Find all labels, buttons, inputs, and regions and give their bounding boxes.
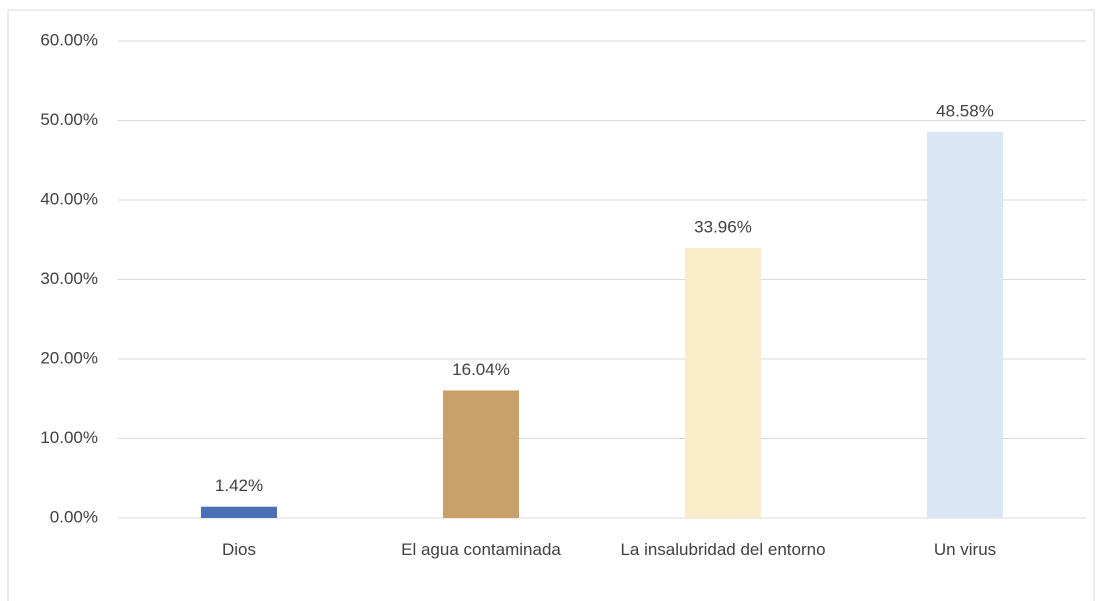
x-tick-label: El agua contaminada xyxy=(401,540,561,559)
y-tick-label: 0.00% xyxy=(50,507,98,526)
y-tick-label: 30.00% xyxy=(40,269,98,288)
y-tick-label: 50.00% xyxy=(40,110,98,129)
bar xyxy=(443,390,519,518)
data-label: 33.96% xyxy=(694,218,752,237)
y-tick-label: 20.00% xyxy=(40,348,98,367)
bar xyxy=(201,506,277,518)
chart-frame xyxy=(7,9,1095,601)
data-label: 16.04% xyxy=(452,360,510,379)
x-tick-label: Un virus xyxy=(933,540,997,559)
y-tick-label: 10.00% xyxy=(40,428,98,447)
x-tick-label: La insalubridad del entorno xyxy=(620,540,826,559)
bar xyxy=(685,248,761,518)
bar xyxy=(927,131,1003,518)
x-tick-label: Dios xyxy=(221,540,256,559)
data-label: 1.42% xyxy=(215,476,263,495)
y-tick-label: 60.00% xyxy=(40,30,98,49)
data-label: 48.58% xyxy=(936,101,994,120)
y-tick-label: 40.00% xyxy=(40,189,98,208)
